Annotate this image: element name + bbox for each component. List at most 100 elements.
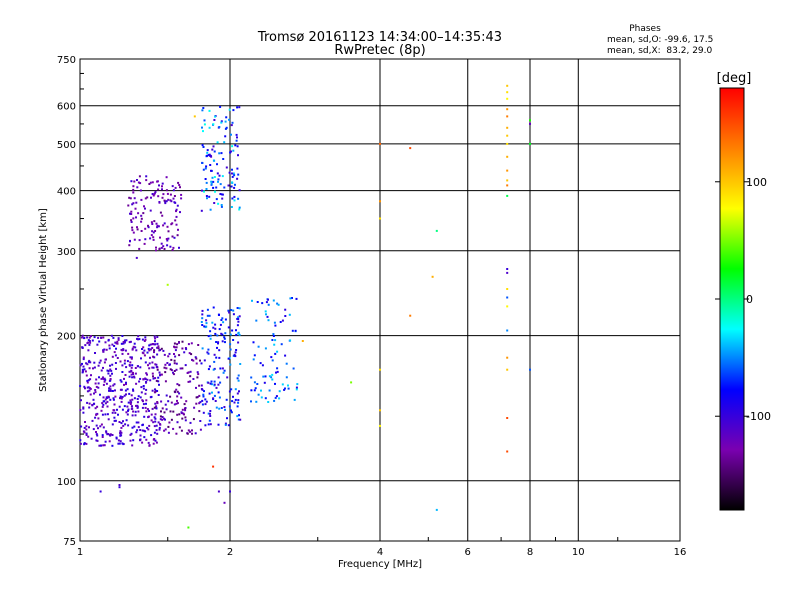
data-point xyxy=(201,189,203,192)
data-point xyxy=(85,442,88,445)
data-point xyxy=(221,175,224,178)
data-point xyxy=(237,399,240,402)
x-axis-ticks: 1 2 4 6 8 10 16 xyxy=(77,537,686,558)
data-point xyxy=(130,357,133,360)
data-point xyxy=(140,217,143,220)
data-point xyxy=(225,126,228,129)
data-point xyxy=(136,429,139,432)
data-point xyxy=(156,353,159,356)
data-point xyxy=(171,222,174,225)
data-point xyxy=(212,123,215,126)
data-point xyxy=(222,158,225,160)
data-point xyxy=(104,440,107,443)
data-point xyxy=(135,216,137,219)
data-point xyxy=(161,182,164,185)
data-point xyxy=(158,383,160,386)
data-point xyxy=(506,169,509,172)
data-point xyxy=(506,126,509,129)
data-point xyxy=(179,367,182,370)
data-point xyxy=(147,415,150,418)
data-point xyxy=(274,352,277,355)
data-point xyxy=(167,400,170,403)
data-point xyxy=(167,230,170,233)
data-point xyxy=(168,352,171,355)
data-point xyxy=(274,324,277,327)
data-point xyxy=(143,205,145,208)
data-point xyxy=(218,126,221,128)
data-point xyxy=(101,405,104,408)
data-point xyxy=(273,399,276,402)
data-point xyxy=(178,246,180,249)
data-point xyxy=(145,175,148,178)
data-point xyxy=(236,177,239,180)
data-point xyxy=(233,195,236,198)
data-point xyxy=(213,380,216,383)
data-point xyxy=(256,301,259,303)
data-point xyxy=(219,323,222,326)
data-point xyxy=(131,226,134,229)
data-point xyxy=(205,195,208,197)
data-point xyxy=(379,142,381,145)
data-point xyxy=(106,405,109,408)
data-point xyxy=(215,406,218,409)
data-point xyxy=(203,123,206,126)
data-point xyxy=(276,370,279,373)
data-point xyxy=(152,231,155,234)
data-point xyxy=(225,166,228,169)
data-point xyxy=(255,400,258,403)
data-point xyxy=(144,338,147,341)
data-point xyxy=(220,205,223,208)
data-point xyxy=(176,383,179,386)
data-point xyxy=(218,349,221,352)
data-point xyxy=(208,195,211,198)
y-tick-label: 75 xyxy=(63,537,76,548)
data-point xyxy=(147,347,150,350)
data-point xyxy=(217,391,220,394)
data-point xyxy=(178,184,181,186)
data-point xyxy=(210,180,213,183)
data-point xyxy=(231,175,234,178)
data-point xyxy=(229,333,232,336)
data-point xyxy=(201,317,204,320)
data-point xyxy=(197,344,200,346)
data-point xyxy=(213,394,216,397)
data-point xyxy=(205,325,208,328)
data-point xyxy=(165,408,168,411)
data-point xyxy=(131,203,134,206)
data-point xyxy=(88,340,91,342)
data-point xyxy=(109,434,112,437)
data-point xyxy=(169,368,172,371)
data-point xyxy=(86,379,89,382)
data-point xyxy=(145,438,148,441)
data-point xyxy=(97,427,99,430)
data-point xyxy=(208,153,211,156)
data-point xyxy=(134,367,137,369)
x-tick-label: 6 xyxy=(465,547,471,558)
data-point xyxy=(238,208,241,211)
data-point xyxy=(141,441,144,444)
data-point xyxy=(91,339,94,342)
data-point xyxy=(214,323,217,326)
data-point xyxy=(166,239,169,242)
data-point xyxy=(87,349,90,352)
data-point xyxy=(123,383,125,386)
data-point xyxy=(379,368,381,371)
data-point xyxy=(86,363,89,366)
data-point xyxy=(147,364,149,367)
data-point xyxy=(145,179,148,182)
data-point xyxy=(506,134,509,137)
data-point xyxy=(209,154,212,157)
data-point xyxy=(284,387,286,390)
data-point xyxy=(151,181,154,184)
data-point xyxy=(212,306,215,309)
data-point xyxy=(236,405,239,408)
data-point xyxy=(122,420,124,423)
data-point xyxy=(271,373,274,376)
data-point xyxy=(100,377,103,380)
data-point xyxy=(253,381,256,384)
data-point xyxy=(156,336,159,338)
data-point xyxy=(140,220,143,223)
data-point xyxy=(120,342,123,345)
data-point xyxy=(119,379,122,382)
data-point xyxy=(94,391,97,394)
